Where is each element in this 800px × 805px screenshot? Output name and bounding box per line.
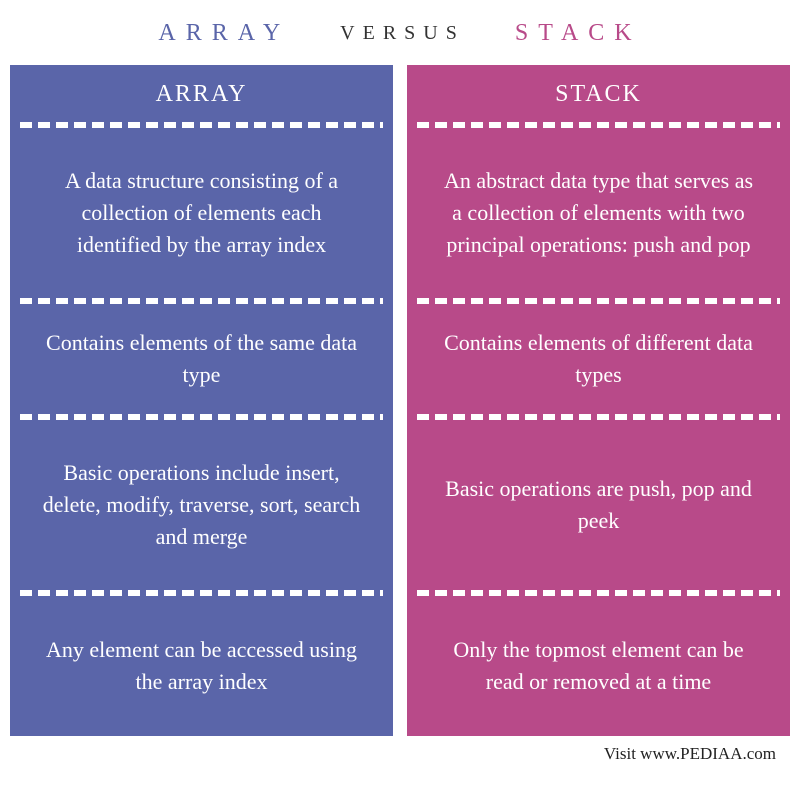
column-title-array: ARRAY — [10, 65, 393, 122]
array-datatype: Contains elements of the same data type — [10, 304, 393, 414]
stack-definition: An abstract data type that serves as a c… — [407, 128, 790, 298]
comparison-table: ARRAY A data structure consisting of a c… — [0, 65, 800, 736]
header: ARRAY VERSUS STACK — [0, 0, 800, 65]
footer-credit: Visit www.PEDIAA.com — [0, 736, 800, 764]
stack-operations: Basic operations are push, pop and peek — [407, 420, 790, 590]
header-versus: VERSUS — [340, 22, 465, 45]
array-operations: Basic operations include insert, delete,… — [10, 420, 393, 590]
stack-datatype: Contains elements of different data type… — [407, 304, 790, 414]
column-array: ARRAY A data structure consisting of a c… — [10, 65, 393, 736]
header-right: STACK — [515, 20, 642, 47]
column-stack: STACK An abstract data type that serves … — [407, 65, 790, 736]
header-left: ARRAY — [158, 20, 290, 47]
stack-access: Only the topmost element can be read or … — [407, 596, 790, 736]
array-access: Any element can be accessed using the ar… — [10, 596, 393, 736]
array-definition: A data structure consisting of a collect… — [10, 128, 393, 298]
column-title-stack: STACK — [407, 65, 790, 122]
